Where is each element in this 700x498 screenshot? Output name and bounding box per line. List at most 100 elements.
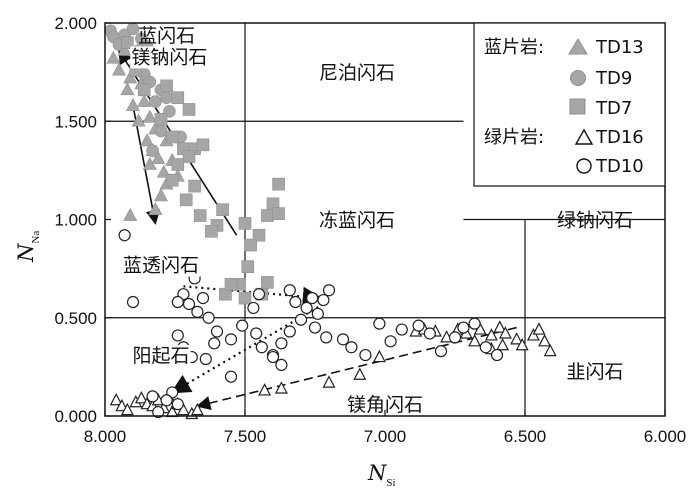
- td16-point-18: [353, 367, 367, 380]
- td13-point-19: [142, 156, 157, 170]
- field-label-bg-actinolite: [131, 345, 191, 368]
- td10-point-50: [283, 284, 296, 297]
- x-tick-label-1: 7.500: [224, 427, 267, 446]
- td7-point-11: [182, 150, 196, 163]
- td10-point-12: [208, 337, 221, 350]
- td10-point-25: [311, 307, 324, 320]
- field-label-glaucophane: 蓝闪石: [138, 25, 195, 47]
- legend-marker-td9: [570, 70, 586, 86]
- td10-point-0: [196, 292, 210, 305]
- legend-marker-td10: [576, 158, 592, 174]
- x-axis-label-sub: Si: [386, 477, 395, 489]
- td7-point-6: [154, 112, 168, 126]
- field-label-barroisite: 冻蓝闪石: [319, 210, 395, 232]
- td10-point-19: [283, 325, 296, 338]
- td16-point-34: [532, 322, 546, 335]
- td10-point-41: [308, 321, 322, 334]
- td16-point-4: [134, 391, 148, 404]
- td10-point-32: [395, 323, 408, 336]
- td10-point-29: [359, 348, 372, 362]
- td9-point-16: [146, 144, 159, 158]
- td10-point-8: [171, 329, 184, 342]
- td9-point-15: [154, 124, 168, 138]
- td9-point-13: [160, 91, 173, 104]
- td10-point-23: [317, 293, 330, 307]
- td10-point-14: [236, 319, 249, 332]
- td10-point-15: [250, 327, 263, 340]
- x-tick-label-3: 6.500: [504, 427, 547, 446]
- td10-point-55: [289, 295, 302, 309]
- td7-point-12: [171, 158, 185, 171]
- td16-point-0: [109, 392, 123, 406]
- td13-point-8: [137, 93, 152, 107]
- td10-point-26: [320, 331, 333, 344]
- td10-point-40: [490, 348, 504, 362]
- td13-point-9: [142, 109, 157, 123]
- td10-point-49: [252, 288, 266, 301]
- field-label-bg-magnesioriebeckite: [130, 46, 209, 69]
- td10-point-30: [373, 317, 386, 330]
- y-tick-label-3: 1.500: [54, 112, 97, 131]
- td10-point-18: [275, 337, 288, 350]
- td7-point-27: [261, 276, 274, 289]
- legend-label-td13: TD13: [595, 37, 644, 58]
- td16-point-32: [515, 337, 529, 351]
- td10-point-51: [275, 358, 288, 372]
- trend-arrow-dotted-2: [183, 285, 323, 307]
- td10-point-54: [266, 350, 280, 364]
- x-tick-label-4: 6.000: [644, 427, 687, 446]
- td7-point-31: [272, 207, 285, 220]
- td10-point-42: [247, 301, 260, 315]
- td10-point-35: [434, 345, 448, 358]
- trend-arrow-dashed-4: [196, 326, 517, 411]
- y-tick-label-0: 0.000: [54, 407, 97, 426]
- td10-point-13: [224, 333, 238, 346]
- td7-point-24: [224, 278, 238, 291]
- td7-point-13: [165, 173, 179, 187]
- legend-group-title-blueschist: 蓝片岩:: [484, 37, 544, 58]
- td7-point-18: [238, 217, 252, 230]
- td16-point-15: [258, 383, 272, 396]
- td13-point-7: [125, 97, 141, 111]
- td13-point-16: [153, 188, 169, 202]
- field-label-magnesioriebeckite: 镁钠闪石: [131, 46, 207, 68]
- td10-point-4: [182, 297, 196, 311]
- td7-point-16: [188, 179, 201, 193]
- td10-point-52: [126, 295, 140, 309]
- td16-point-36: [543, 343, 557, 357]
- trend-arrow-dotted-3: [170, 303, 324, 394]
- td16-point-14: [190, 402, 204, 416]
- y-axis-label-sub: Na: [30, 231, 42, 244]
- td7-point-21: [241, 260, 255, 273]
- x-axis-label-main: N: [367, 461, 387, 485]
- legend-marker-td16: [574, 128, 594, 145]
- td7-point-28: [272, 177, 285, 191]
- x-axis-label: NSi: [367, 461, 396, 489]
- td10-point-37: [457, 321, 470, 334]
- td9-point-12: [149, 95, 162, 108]
- x-tick-label-0: 8.000: [84, 427, 127, 446]
- td7-point-5: [182, 103, 196, 116]
- td10-point-6: [202, 311, 215, 324]
- td16-point-17: [322, 375, 336, 388]
- td13-point-3: [123, 70, 138, 84]
- td10-point-31: [384, 335, 397, 348]
- field-label-eckermannite: 绿钠闪石: [557, 210, 633, 232]
- td10-point-21: [300, 301, 313, 315]
- field-label-magnesiohornblende: 镁角闪石: [347, 394, 423, 416]
- td10-point-47: [171, 398, 184, 411]
- td10-point-22: [306, 292, 319, 305]
- td7-point-3: [160, 79, 173, 93]
- legend-label-td16: TD16: [595, 127, 644, 148]
- td13-point-20: [131, 113, 146, 127]
- td13-point-0: [106, 50, 121, 64]
- y-tick-label-2: 1.000: [54, 211, 97, 230]
- td7-point-14: [179, 193, 193, 207]
- y-tick-label-4: 2.000: [54, 14, 97, 33]
- td10-point-53: [118, 229, 131, 242]
- td16-point-16: [274, 381, 288, 394]
- td16-point-2: [120, 402, 134, 416]
- td13-point-13: [151, 150, 166, 164]
